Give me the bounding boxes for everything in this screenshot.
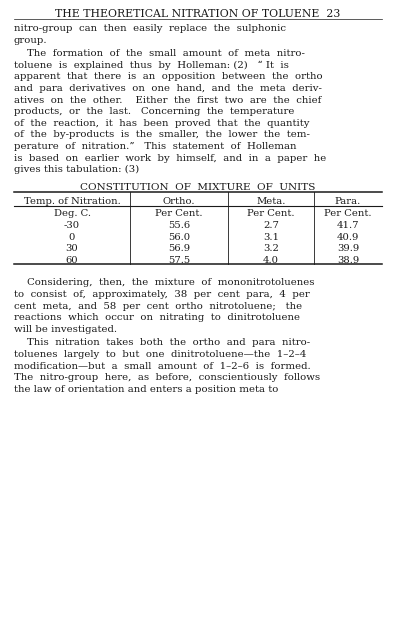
Text: The  formation  of  the  small  amount  of  meta  nitro-: The formation of the small amount of met… xyxy=(14,49,305,58)
Text: Meta.: Meta. xyxy=(256,197,286,206)
Text: Per Cent.: Per Cent. xyxy=(324,209,372,218)
Text: modification—but  a  small  amount  of  1–2–6  is  formed.: modification—but a small amount of 1–2–6… xyxy=(14,362,311,371)
Text: The  nitro-group  here,  as  before,  conscientiously  follows: The nitro-group here, as before, conscie… xyxy=(14,373,320,382)
Text: nitro-group  can  then  easily  replace  the  sulphonic: nitro-group can then easily replace the … xyxy=(14,24,286,33)
Text: and  para  derivatives  on  one  hand,  and  the  meta  deriv-: and para derivatives on one hand, and th… xyxy=(14,84,322,93)
Text: Per Cent.: Per Cent. xyxy=(247,209,295,218)
Text: Considering,  then,  the  mixture  of  mononitrotoluenes: Considering, then, the mixture of mononi… xyxy=(14,278,314,287)
Text: This  nitration  takes  both  the  ortho  and  para  nitro-: This nitration takes both the ortho and … xyxy=(14,339,310,348)
Text: Para.: Para. xyxy=(335,197,361,206)
Text: 3.1: 3.1 xyxy=(263,232,279,242)
Text: THE THEORETICAL NITRATION OF TOLUENE  23: THE THEORETICAL NITRATION OF TOLUENE 23 xyxy=(55,9,341,19)
Text: of  the  reaction,  it  has  been  proved  that  the  quantity: of the reaction, it has been proved that… xyxy=(14,119,310,128)
Text: 40.9: 40.9 xyxy=(337,232,359,242)
Text: 56.0: 56.0 xyxy=(168,232,190,242)
Text: reactions  which  occur  on  nitrating  to  dinitrotoluene: reactions which occur on nitrating to di… xyxy=(14,313,300,322)
Text: 60: 60 xyxy=(66,256,78,265)
Text: 38.9: 38.9 xyxy=(337,256,359,265)
Text: 4.0: 4.0 xyxy=(263,256,279,265)
Text: products,  or  the  last.   Concerning  the  temperature: products, or the last. Concerning the te… xyxy=(14,108,294,116)
Text: the law of orientation and enters a position meta to: the law of orientation and enters a posi… xyxy=(14,385,278,394)
Text: cent  meta,  and  58  per  cent  ortho  nitrotoluene;   the: cent meta, and 58 per cent ortho nitroto… xyxy=(14,301,302,310)
Text: 3.2: 3.2 xyxy=(263,244,279,253)
Text: is  based  on  earlier  work  by  himself,  and  in  a  paper  he: is based on earlier work by himself, and… xyxy=(14,154,326,163)
Text: Temp. of Nitration.: Temp. of Nitration. xyxy=(24,197,120,206)
Text: group.: group. xyxy=(14,36,48,45)
Text: toluenes  largely  to  but  one  dinitrotoluene—the  1–2–4: toluenes largely to but one dinitrotolue… xyxy=(14,350,307,359)
Text: 41.7: 41.7 xyxy=(337,221,359,230)
Text: apparent  that  there  is  an  opposition  between  the  ortho: apparent that there is an opposition bet… xyxy=(14,72,323,81)
Text: 57.5: 57.5 xyxy=(168,256,190,265)
Text: 55.6: 55.6 xyxy=(168,221,190,230)
Text: perature  of  nitration.”   This  statement  of  Holleman: perature of nitration.” This statement o… xyxy=(14,142,297,151)
Text: atives  on  the  other.    Either  the  first  two  are  the  chief: atives on the other. Either the first tw… xyxy=(14,95,322,104)
Text: 30: 30 xyxy=(66,244,78,253)
Text: to  consist  of,  approximately,  38  per  cent  para,  4  per: to consist of, approximately, 38 per cen… xyxy=(14,290,310,299)
Text: 0: 0 xyxy=(69,232,75,242)
Text: will be investigated.: will be investigated. xyxy=(14,325,117,334)
Text: gives this tabulation: (3): gives this tabulation: (3) xyxy=(14,165,139,174)
Text: of  the  by-products  is  the  smaller,  the  lower  the  tem-: of the by-products is the smaller, the l… xyxy=(14,131,310,140)
Text: -30: -30 xyxy=(64,221,80,230)
Text: Per Cent.: Per Cent. xyxy=(155,209,203,218)
Text: Deg. C.: Deg. C. xyxy=(53,209,91,218)
Text: 39.9: 39.9 xyxy=(337,244,359,253)
Text: toluene  is  explained  thus  by  Holleman: (2)   “ It  is: toluene is explained thus by Holleman: (… xyxy=(14,61,289,70)
Text: 2.7: 2.7 xyxy=(263,221,279,230)
Text: 56.9: 56.9 xyxy=(168,244,190,253)
Text: CONSTITUTION  OF  MIXTURE  OF  UNITS: CONSTITUTION OF MIXTURE OF UNITS xyxy=(80,183,316,192)
Text: Ortho.: Ortho. xyxy=(163,197,195,206)
